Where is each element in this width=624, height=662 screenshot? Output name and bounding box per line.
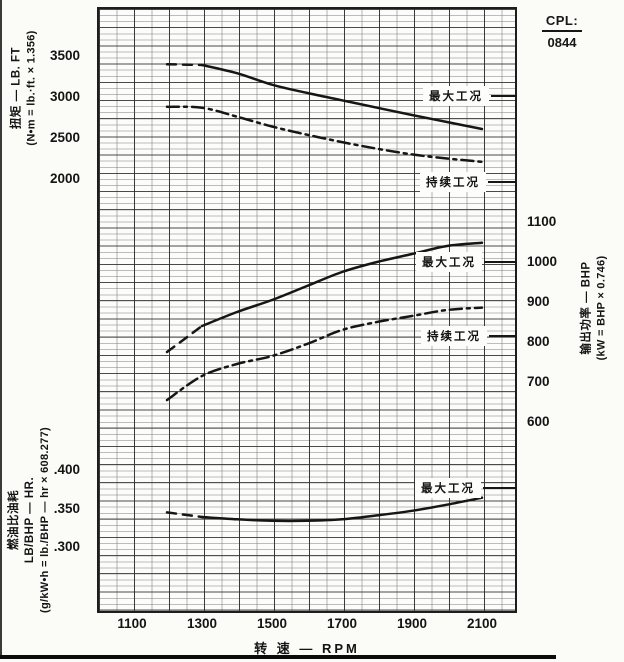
x-tick-label: 1500 bbox=[256, 616, 288, 631]
curve-label-leader-line bbox=[484, 261, 516, 263]
torque-tick-label: 2500 bbox=[49, 130, 80, 145]
torque-tick-label: 3000 bbox=[49, 89, 80, 104]
fuel-tick-label: .350 bbox=[53, 500, 80, 516]
x-tick-label: 1900 bbox=[396, 616, 428, 631]
fuel-axis-title: 燃油比油耗 LB/BHP — HR. (g/kW•h = lb./BHP — h… bbox=[6, 427, 54, 613]
fuel-axis-title-line1: 燃油比油耗 bbox=[8, 490, 21, 550]
fuel-tick-label: .400 bbox=[53, 462, 80, 477]
power-axis-title-line1: 输出功率 — BHP bbox=[580, 261, 593, 355]
cpl-box: CPL: 0844 bbox=[536, 12, 588, 50]
curve-label-power-continuous: 持续工况 bbox=[421, 326, 487, 346]
curve-label-torque-continuous: 持续工况 bbox=[420, 172, 486, 192]
x-tick-label: 1100 bbox=[117, 616, 147, 631]
power-tick-label: 1100 bbox=[527, 214, 557, 229]
x-tick-label: 1300 bbox=[186, 616, 218, 631]
power-tick-label: 800 bbox=[527, 334, 550, 349]
curve-label-leader-line bbox=[488, 181, 516, 183]
power-tick-label: 600 bbox=[527, 414, 550, 429]
curve-label-fuel-max: 最大工况 bbox=[415, 478, 481, 498]
x-axis-title: 转 速 — RPM bbox=[254, 641, 360, 656]
torque-tick-label: 3500 bbox=[49, 48, 80, 63]
power-axis-title: 输出功率 — BHP (kW = BHP × 0.746) bbox=[578, 256, 609, 361]
x-tick-label: 2100 bbox=[466, 616, 498, 631]
fuel-tick-label: .300 bbox=[53, 539, 80, 554]
page-left-border bbox=[0, 0, 2, 656]
page-bottom-border bbox=[0, 655, 556, 659]
fuel-axis-title-line3: (g/kW•h = lb./BHP — hr × 608.277) bbox=[39, 427, 52, 613]
x-tick-label: 1700 bbox=[326, 616, 358, 631]
curve-label-power-max: 最大工况 bbox=[416, 252, 482, 272]
power-tick-label: 700 bbox=[527, 374, 550, 389]
curve-label-leader-line bbox=[489, 335, 516, 337]
cpl-value: 0844 bbox=[547, 35, 577, 50]
curve-label-leader-line bbox=[483, 487, 516, 489]
fuel-axis-title-line2: LB/BHP — HR. bbox=[24, 476, 37, 564]
curve-label-leader-line bbox=[491, 95, 516, 97]
torque-tick-label: 2000 bbox=[49, 171, 80, 186]
curve-label-torque-max: 最大工况 bbox=[423, 86, 489, 106]
power-axis-title-line2: (kW = BHP × 0.746) bbox=[595, 255, 608, 361]
power-tick-label: 900 bbox=[527, 294, 550, 309]
power-tick-label: 1000 bbox=[527, 254, 558, 269]
cpl-label: CPL: bbox=[541, 13, 583, 32]
